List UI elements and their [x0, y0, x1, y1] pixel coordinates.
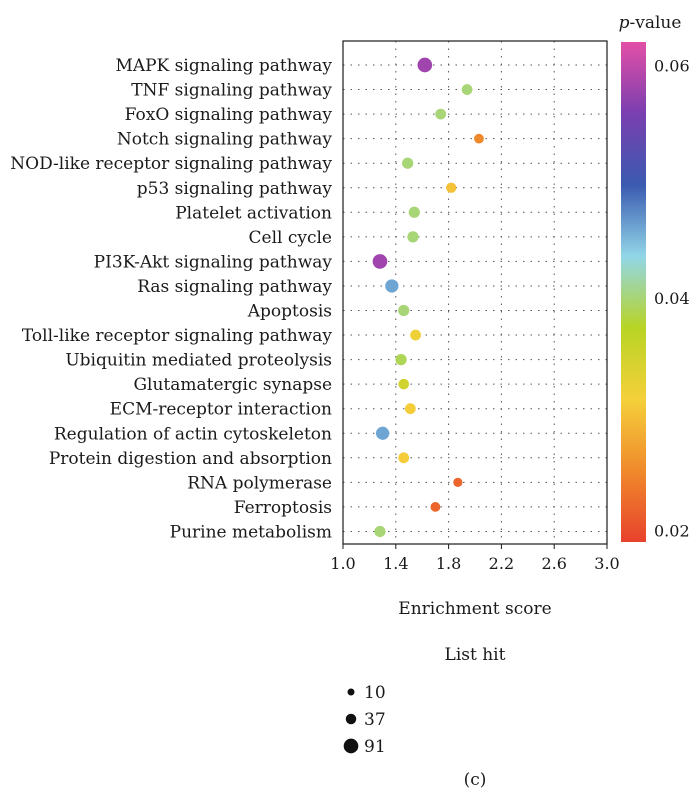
- y-tick-label: RNA polymerase: [187, 473, 332, 493]
- size-legend-label: 91: [364, 737, 386, 757]
- colorbar: [621, 42, 646, 542]
- x-tick-label: 1.0: [330, 554, 355, 573]
- y-tick-label: Platelet activation: [175, 203, 332, 223]
- y-tick-label: TNF signaling pathway: [131, 81, 332, 101]
- panel-label: (c): [464, 770, 487, 790]
- x-tick-label: 2.2: [489, 554, 514, 573]
- data-point: [446, 182, 457, 193]
- data-point: [474, 133, 484, 144]
- colorbar-title: p-value: [619, 13, 682, 33]
- data-point: [372, 254, 388, 269]
- y-tick-label: FoxO signaling pathway: [125, 105, 333, 125]
- y-tick-label: p53 signaling pathway: [137, 179, 333, 199]
- size-legend: 10 37 91: [343, 683, 386, 757]
- size-legend-title: List hit: [445, 645, 506, 665]
- y-tick-label: PI3K-Akt signaling pathway: [94, 252, 333, 272]
- y-axis-labels: MAPK signaling pathway TNF signaling path…: [10, 56, 332, 542]
- x-tick-label: 1.4: [383, 554, 408, 573]
- data-point: [417, 57, 433, 73]
- data-point: [453, 477, 463, 487]
- colorbar-tick-label: 0.02: [654, 521, 690, 540]
- y-tick-label: Regulation of actin cytoskeleton: [54, 424, 332, 444]
- size-legend-dot: [347, 688, 355, 696]
- data-point: [461, 84, 473, 95]
- y-tick-label: Ferroptosis: [234, 498, 332, 518]
- y-tick-label: Purine metabolism: [170, 522, 332, 542]
- data-point: [430, 502, 441, 512]
- y-tick-label: Ubiquitin mediated proteolysis: [65, 351, 332, 371]
- x-axis-ticks: 1.0 1.4 1.8 2.2 2.6 3.0: [330, 544, 620, 573]
- size-legend-dot: [345, 713, 357, 725]
- size-legend-dot: [343, 738, 359, 754]
- y-tick-label: MAPK signaling pathway: [115, 56, 332, 76]
- colorbar-ticks: 0.06 0.04 0.02: [654, 56, 690, 540]
- y-tick-label: Toll-like receptor signaling pathway: [22, 326, 332, 346]
- data-point: [398, 452, 410, 464]
- y-tick-label: Notch signaling pathway: [117, 130, 333, 150]
- data-point: [404, 403, 416, 415]
- grid-lines: [343, 41, 607, 544]
- data-point: [407, 231, 419, 243]
- x-tick-label: 2.6: [541, 554, 566, 573]
- colorbar-tick-label: 0.04: [654, 289, 690, 308]
- data-point: [402, 157, 414, 169]
- data-point: [375, 426, 390, 440]
- y-tick-label: Apoptosis: [247, 302, 332, 322]
- data-point: [435, 108, 447, 120]
- data-point: [395, 353, 407, 366]
- data-point: [408, 206, 420, 218]
- data-point: [374, 525, 386, 538]
- colorbar-tick-label: 0.06: [654, 56, 690, 75]
- data-point: [398, 304, 410, 317]
- size-legend-label: 37: [364, 710, 386, 730]
- data-points: [372, 57, 484, 538]
- size-legend-label: 10: [364, 683, 386, 703]
- data-point: [398, 378, 410, 390]
- y-tick-label: Cell cycle: [249, 228, 333, 248]
- plot-frame: [342, 40, 608, 545]
- y-tick-label: Protein digestion and absorption: [49, 449, 332, 469]
- y-tick-label: Ras signaling pathway: [137, 277, 332, 297]
- data-point: [410, 329, 421, 341]
- y-tick-label: NOD-like receptor signaling pathway: [10, 154, 332, 174]
- y-tick-label: ECM-receptor interaction: [110, 400, 332, 420]
- x-axis-title: Enrichment score: [398, 599, 551, 619]
- y-tick-label: Glutamatergic synapse: [133, 375, 332, 395]
- x-tick-label: 1.8: [436, 554, 461, 573]
- x-tick-label: 3.0: [594, 554, 619, 573]
- data-point: [385, 279, 399, 293]
